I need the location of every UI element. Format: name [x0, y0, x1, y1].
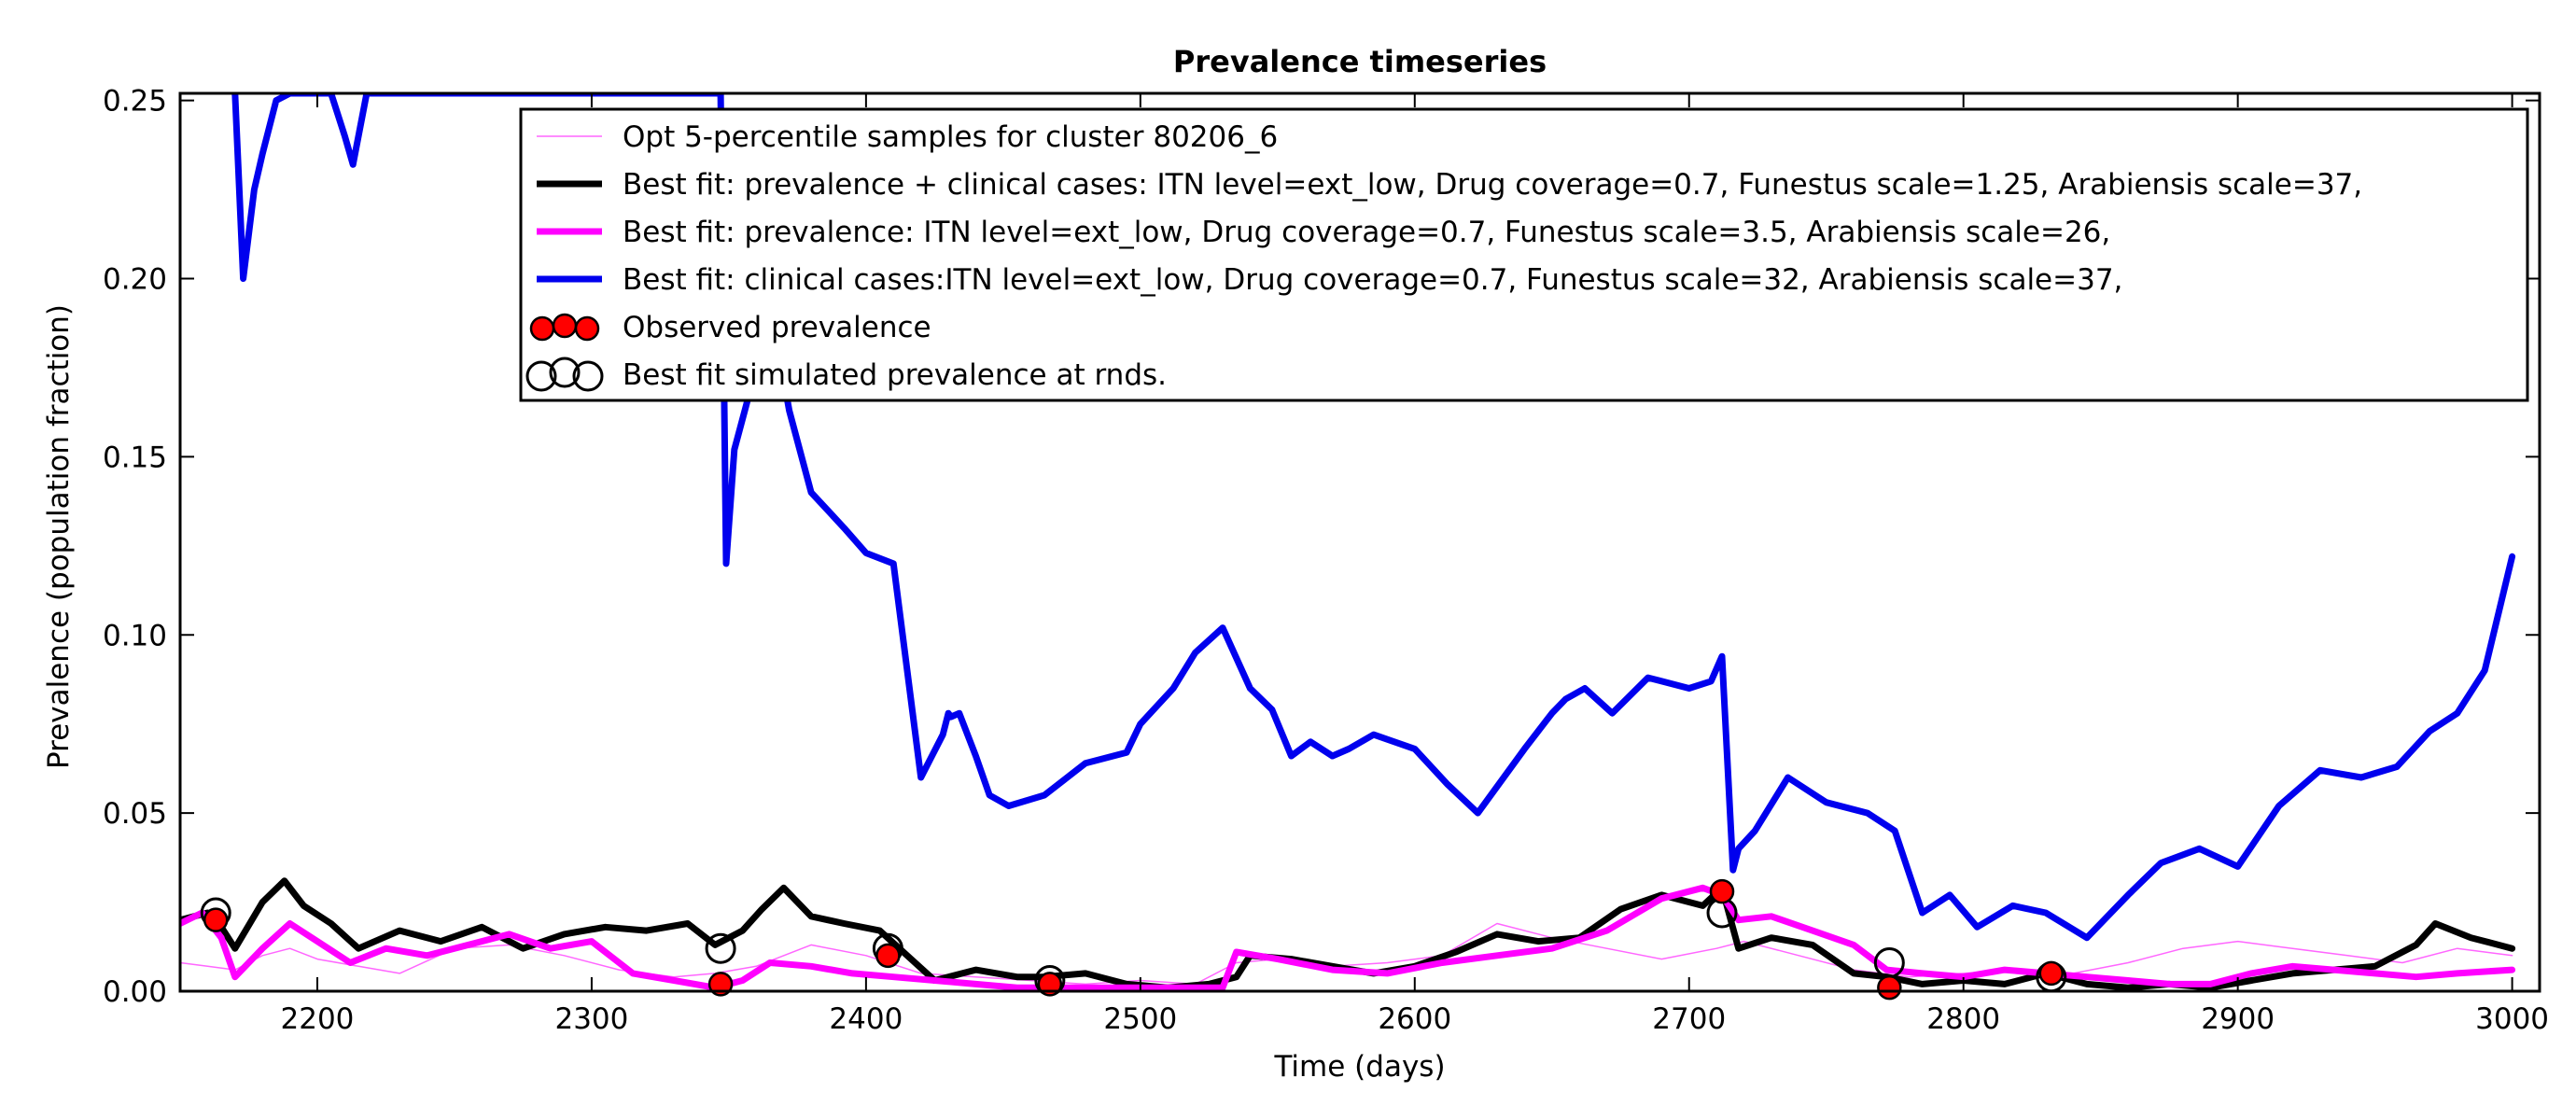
observed-point	[2038, 960, 2065, 987]
x-tick-label: 2900	[2201, 1002, 2275, 1036]
y-axis-label: Prevalence (population fraction)	[42, 304, 76, 769]
x-tick-label: 2400	[829, 1002, 903, 1036]
legend-label-combined: Best fit: prevalence + clinical cases: I…	[623, 168, 2362, 202]
observed-point	[203, 907, 229, 932]
marker-layer	[200, 878, 2067, 1001]
x-axis-label: Time (days)	[1273, 1050, 1445, 1084]
x-tick-label: 2600	[1378, 1002, 1451, 1036]
legend-label-observed: Observed prevalence	[623, 311, 931, 344]
series-layer	[180, 93, 2516, 991]
observed-point	[875, 943, 901, 969]
chart-title: Prevalence timeseries	[1173, 44, 1547, 79]
legend-box	[519, 107, 2529, 402]
legend-label-simulated: Best fit simulated prevalence at rnds.	[623, 358, 1167, 392]
x-tick-label: 3000	[2475, 1002, 2549, 1036]
x-tick-label: 2200	[281, 1002, 355, 1036]
observed-point	[1709, 878, 1735, 904]
y-tick-label: 0.20	[103, 263, 167, 297]
y-tick-label: 0.25	[103, 85, 167, 119]
observed-point	[707, 972, 734, 997]
y-tick-label: 0.05	[103, 797, 167, 831]
tick-layer: 2200 2300 2400 2500 2600 2700 2800 2900 3000 0.00…	[103, 85, 2549, 1036]
simulated-point	[705, 932, 736, 964]
legend-swatch-simulated	[525, 357, 604, 392]
x-tick-label: 2500	[1103, 1002, 1177, 1036]
y-tick-label: 0.00	[103, 975, 167, 1009]
legend-swatch-observed	[529, 313, 600, 342]
legend-label-percentile: Opt 5-percentile samples for cluster 802…	[623, 120, 1278, 154]
x-tick-label: 2300	[554, 1002, 628, 1036]
plot-frame	[178, 91, 2541, 993]
series-line-combined	[180, 877, 2516, 991]
y-tick-label: 0.15	[103, 441, 167, 474]
x-tick-label: 2800	[1926, 1002, 2000, 1036]
legend-label-clinical: Best fit: clinical cases:ITN level=ext_l…	[623, 263, 2122, 297]
series-line-percentile	[180, 922, 2513, 986]
observed-point	[1877, 974, 1902, 1001]
legend-label-prevalence: Best fit: prevalence: ITN level=ext_low,…	[623, 216, 2110, 249]
y-tick-label: 0.10	[103, 619, 167, 652]
legend: Opt 5-percentile samples for cluster 802…	[519, 107, 2529, 402]
series-line-prevalence	[180, 884, 2516, 991]
x-tick-label: 2700	[1652, 1002, 1726, 1036]
observed-point	[1037, 972, 1063, 997]
series-line-clinical	[231, 93, 2516, 942]
